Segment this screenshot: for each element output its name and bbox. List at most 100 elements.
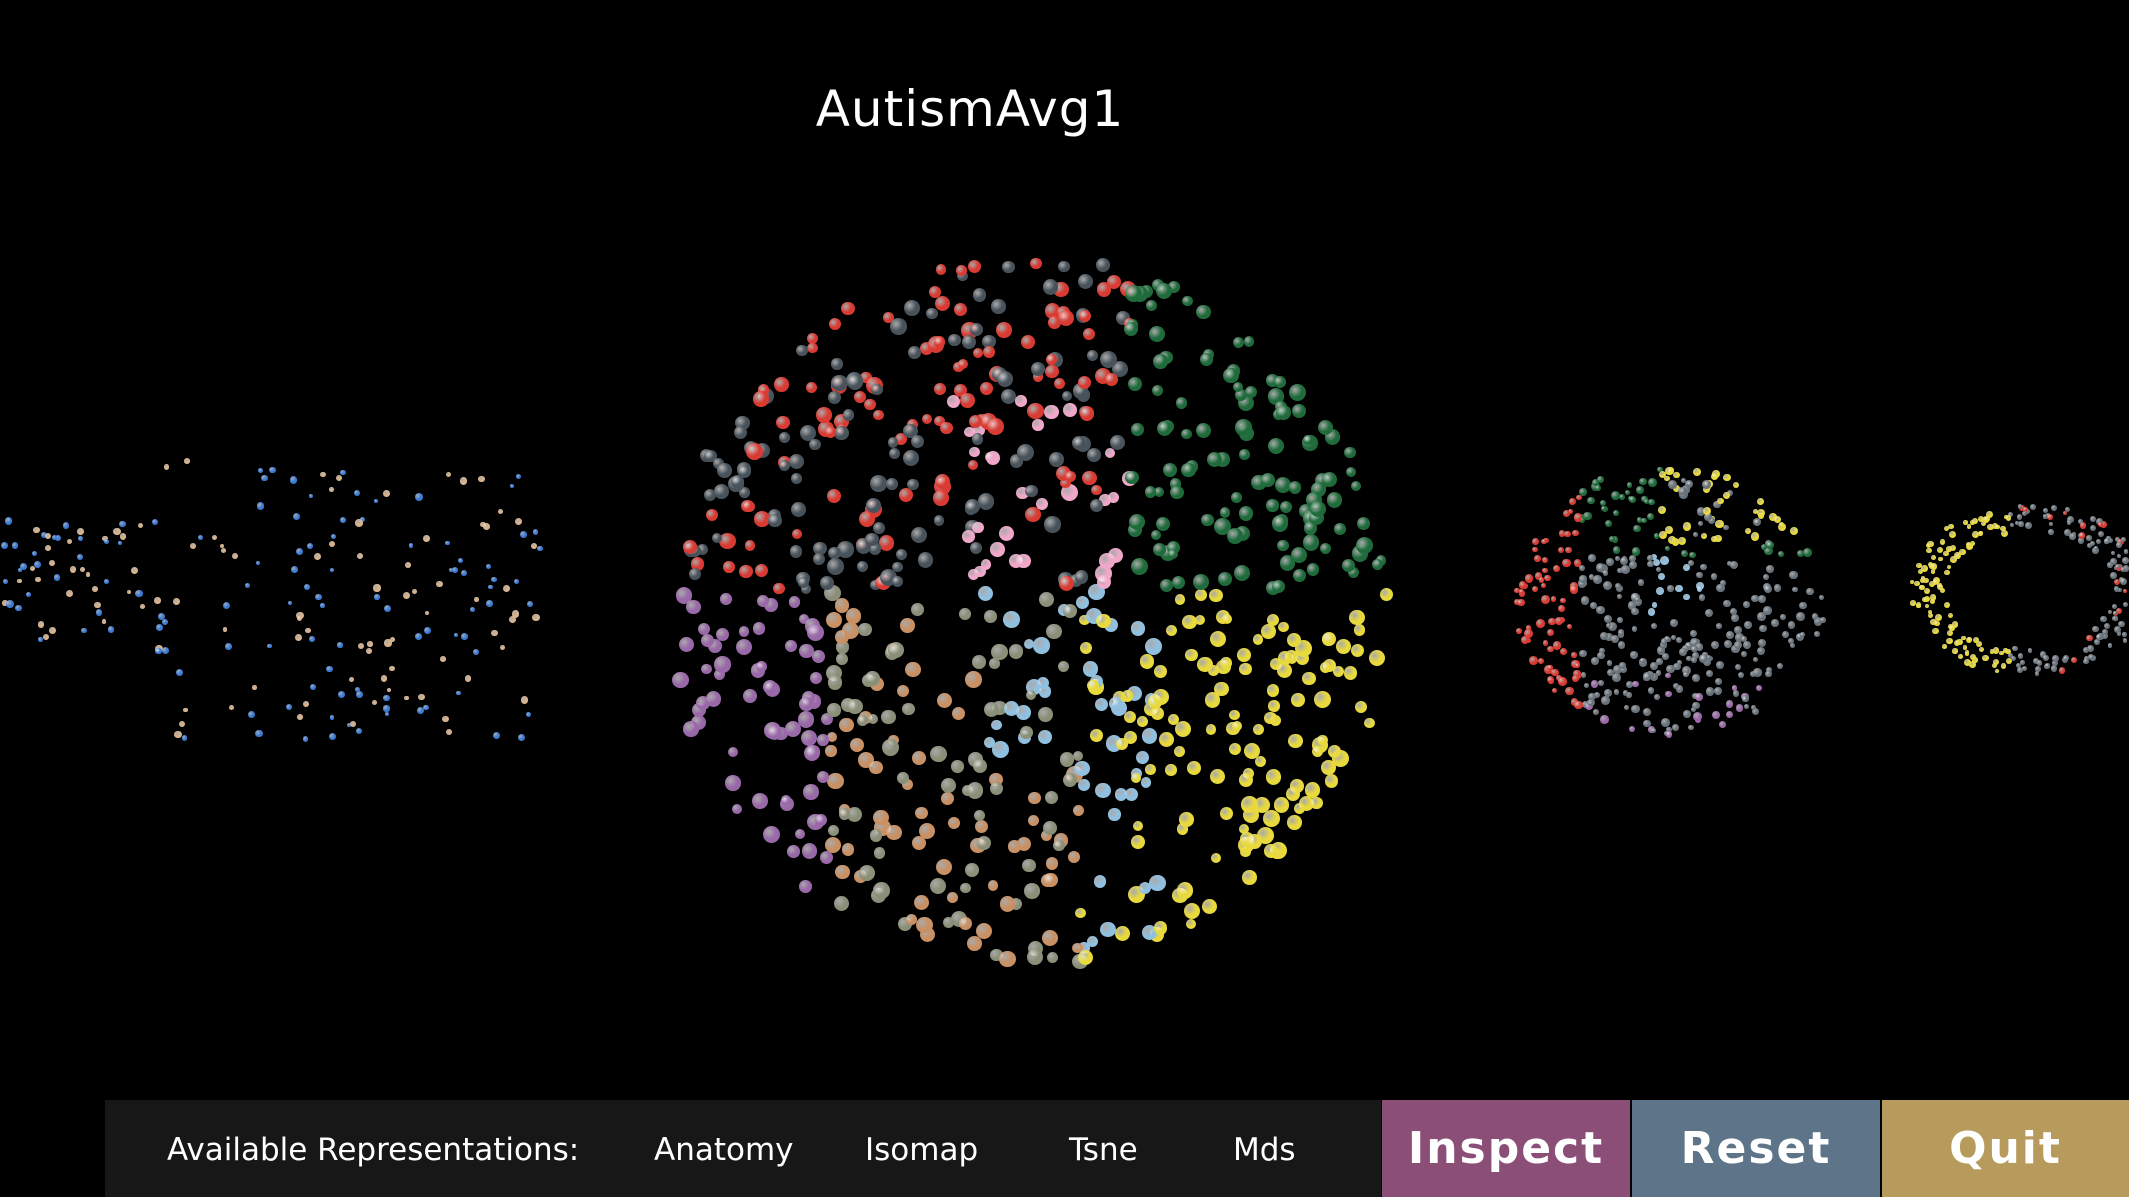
brain-region-node [1146,300,1157,311]
brain-region-node [101,619,106,624]
inspect-button[interactable]: Inspect [1382,1100,1630,1197]
brain-region-node [860,371,872,384]
brain-region-node [1524,574,1534,583]
reset-button[interactable]: Reset [1632,1100,1880,1197]
brain-region-node [809,438,822,451]
brain-region-node [1322,631,1337,646]
brain-region-node [1027,814,1040,827]
brain-region-node [1757,498,1765,505]
brain-region-node [2042,514,2048,519]
brain-region-node [382,694,390,702]
brain-region-node [228,705,234,711]
brain-region-node [1239,662,1252,676]
brain-region-node [1667,585,1674,592]
brain-region-node [2110,550,2116,556]
brain-region-node [847,374,864,391]
brain-region-node [1969,661,1976,668]
brain-region-node [1368,649,1385,666]
brain-region-node [402,591,410,599]
brain-region-node [1062,391,1073,402]
brain-region-node [2108,537,2114,543]
brain-region-node [762,825,780,843]
brain-region-node [1271,515,1289,532]
far-right-representation-cloud[interactable] [1909,495,2129,685]
brain-region-node [1696,582,1704,591]
representation-anatomy[interactable]: Anatomy [654,1132,794,1168]
representation-isomap[interactable]: Isomap [865,1132,979,1168]
brain-region-node [366,648,373,655]
brain-region-node [881,739,899,757]
right-representation-cloud[interactable] [1510,455,1830,745]
brain-region-node [973,809,985,821]
brain-region-node [1643,672,1652,681]
brain-region-node [856,561,869,573]
brain-region-node [1780,614,1787,620]
brain-region-node [797,577,809,588]
brain-region-node [2009,523,2015,528]
brain-region-node [870,474,887,492]
brain-region-node [1713,686,1722,695]
brain-region-node [1596,563,1605,573]
brain-region-node [519,530,527,538]
brain-region-node [790,501,807,518]
brain-region-node [2022,511,2028,517]
brain-region-node [1680,478,1686,484]
brain-region-node [789,545,803,558]
brain-region-node [1610,634,1619,643]
brain-region-node [1182,614,1198,630]
brain-region-node [1648,498,1655,505]
brain-region-node [1054,378,1066,390]
brain-region-node [472,648,480,656]
left-representation-cloud[interactable] [0,440,560,760]
brain-region-node [910,526,928,544]
brain-region-node [1972,531,1980,538]
brain-region-node [1167,713,1180,726]
brain-region-node [1652,559,1660,567]
brain-region-node [161,646,169,654]
brain-region-node [1026,948,1044,966]
brain-region-node [1274,476,1291,493]
brain-region-node [1732,685,1738,691]
brain-region-node [824,426,837,438]
quit-button[interactable]: Quit [1882,1100,2129,1197]
brain-region-node [973,424,985,437]
brain-region-node [1199,353,1214,367]
brain-region-node [14,604,22,612]
brain-region-node [1606,668,1614,676]
brain-region-node [1008,840,1021,853]
brain-region-node [792,529,803,540]
brain-region-node [2117,539,2124,546]
brain-region-node [1093,875,1106,888]
brain-region-node [948,817,960,829]
brain-region-node [865,671,880,687]
brain-region-node [1806,588,1814,596]
brain-region-node [2036,660,2043,666]
brain-region-node [786,845,800,858]
brain-region-node [113,527,121,536]
brain-region-node [1002,611,1020,628]
brain-region-node [796,344,808,357]
brain-region-node [911,835,927,851]
brain-region-node [835,865,850,880]
connectome-scene[interactable] [0,0,2129,1100]
representation-tsne[interactable]: Tsne [1069,1132,1138,1168]
brain-region-node [451,566,459,574]
brain-region-node [1614,583,1621,590]
brain-region-node [984,702,1000,718]
representation-mds[interactable]: Mds [1233,1132,1296,1168]
brain-region-node [1076,596,1090,610]
brain-region-node [1558,677,1567,686]
center-representation-cloud[interactable] [660,250,1400,970]
brain-region-node [805,381,817,394]
brain-region-node [897,772,910,784]
brain-region-node [1153,688,1170,705]
brain-region-node [1586,698,1595,707]
brain-region-node [1186,918,1197,929]
brain-region-node [1729,560,1739,570]
brain-region-node [314,552,322,560]
brain-region-node [1534,572,1543,580]
brain-region-node [1081,470,1097,486]
brain-region-node [1145,638,1163,656]
brain-region-node [423,704,429,711]
